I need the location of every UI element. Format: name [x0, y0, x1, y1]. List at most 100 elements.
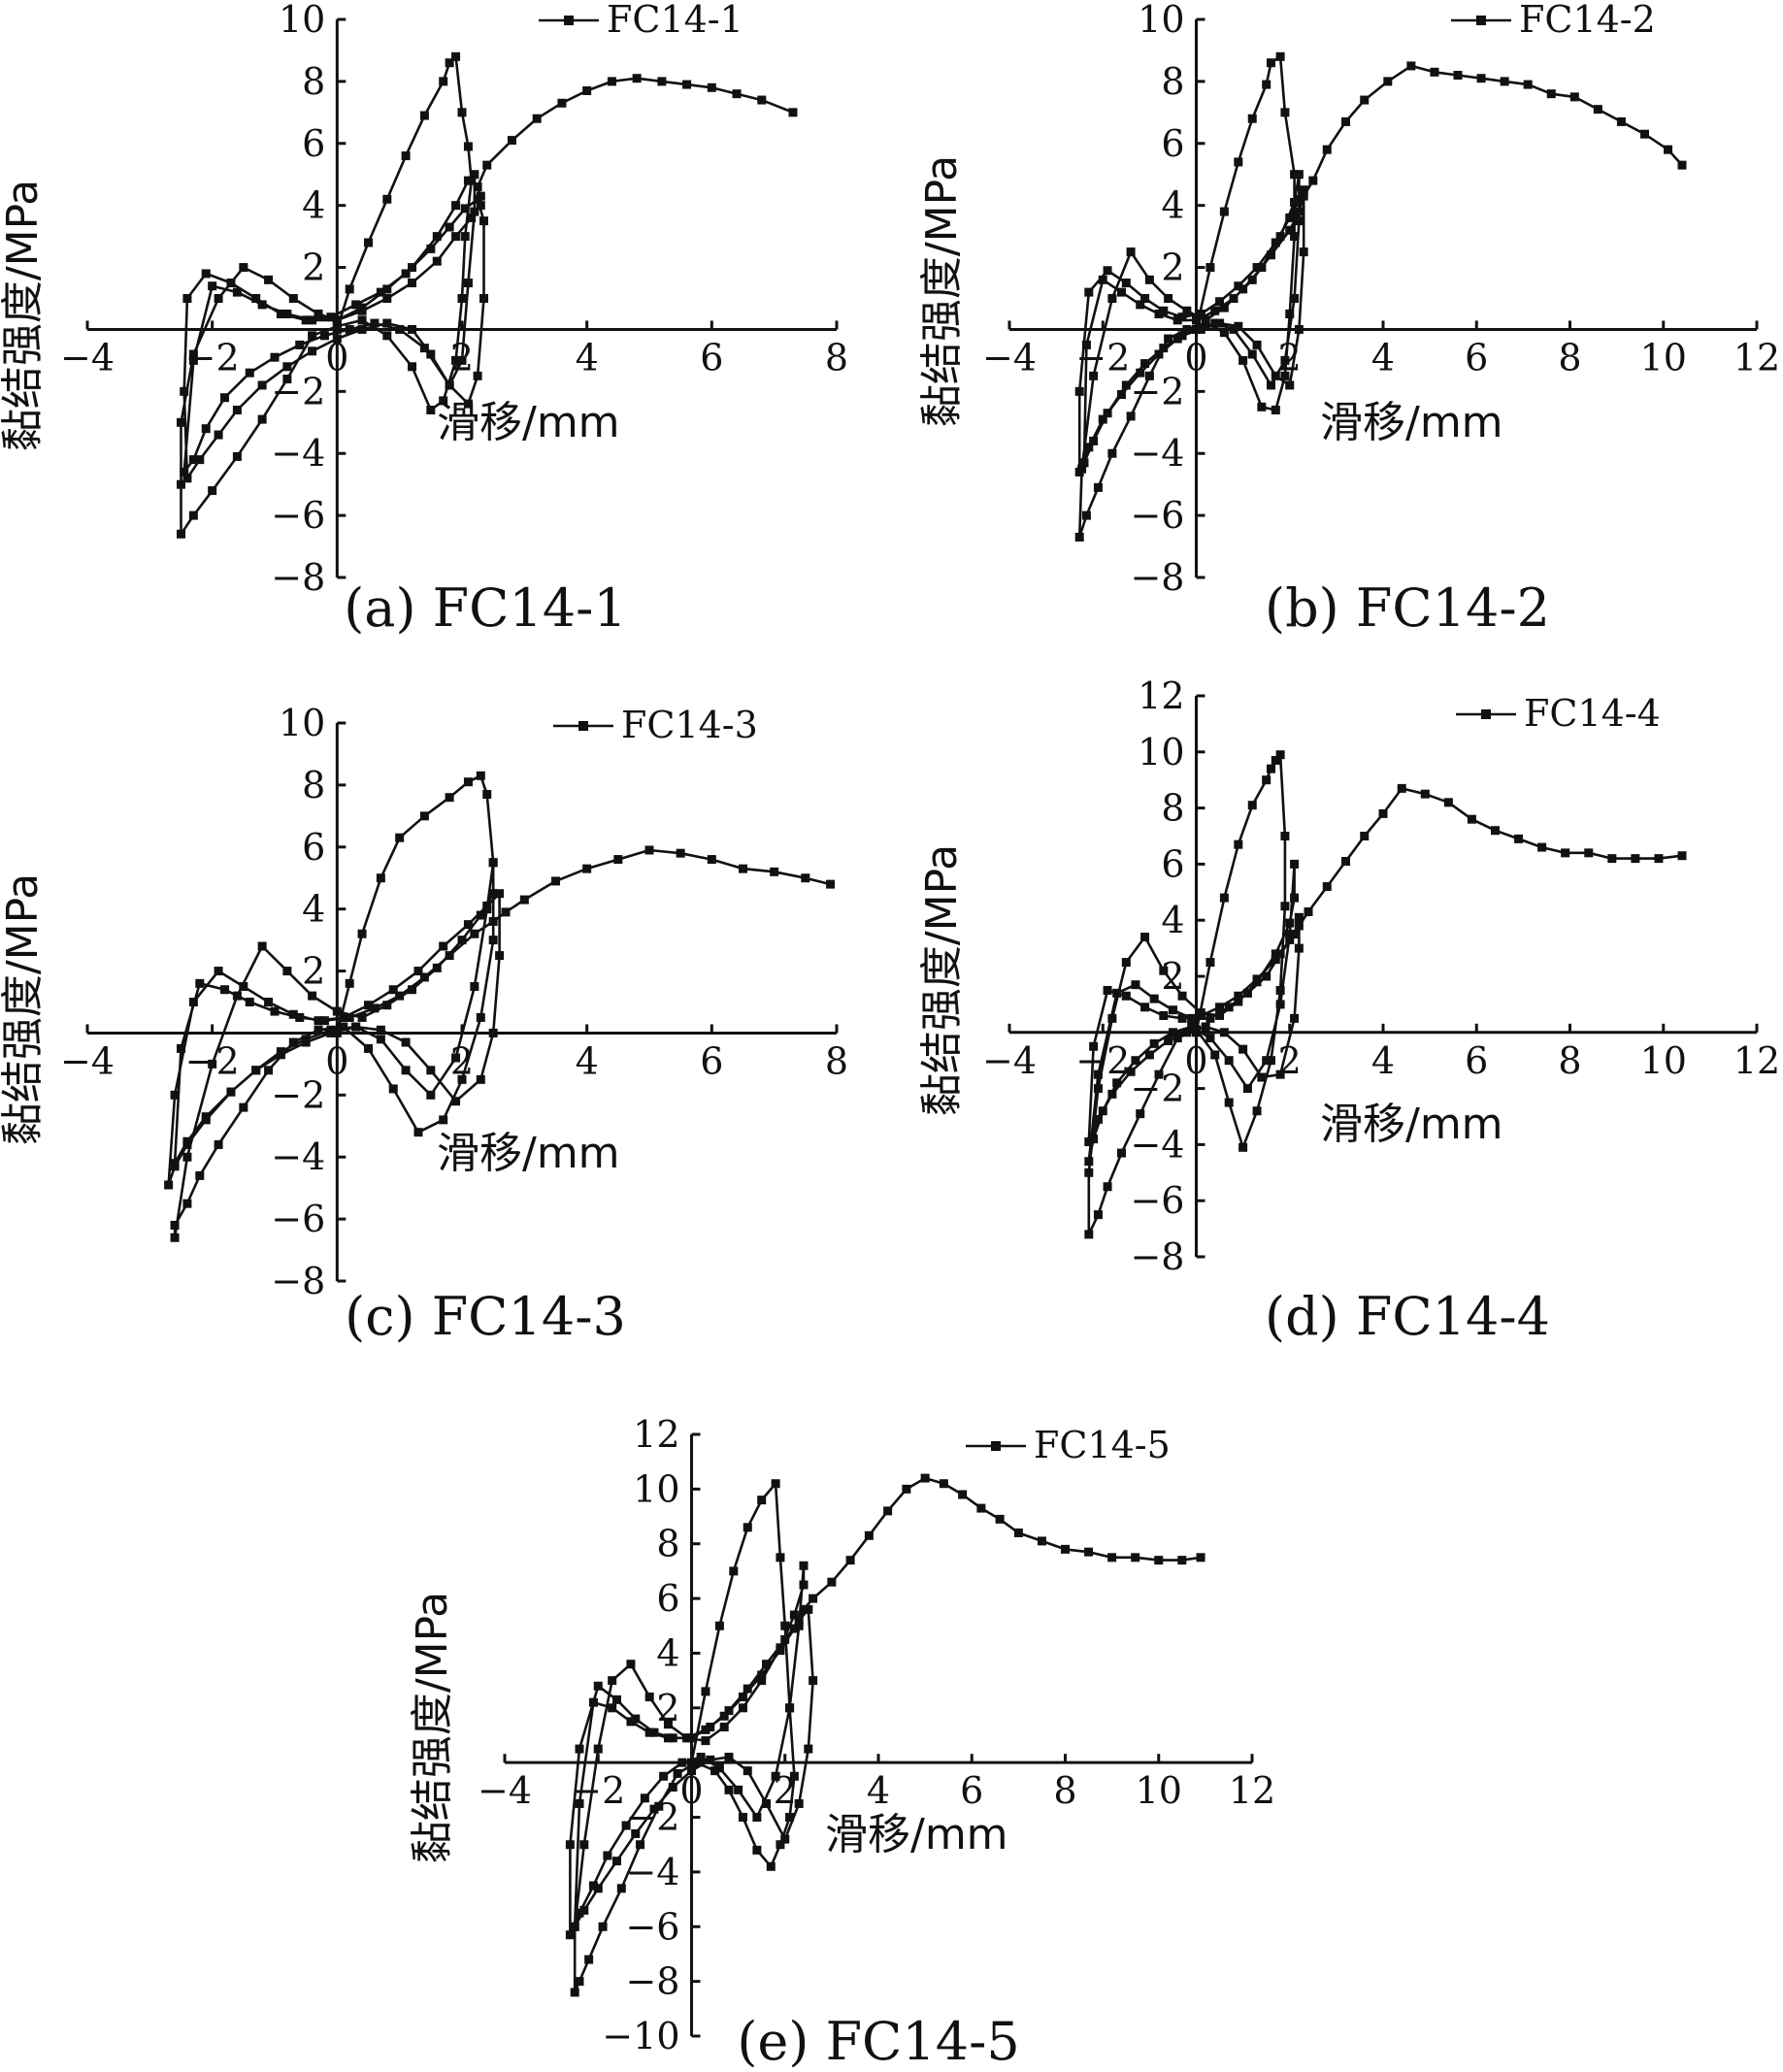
data-point	[1089, 371, 1099, 380]
data-point	[776, 1840, 785, 1850]
data-point	[488, 936, 498, 945]
data-point	[408, 279, 417, 288]
data-point	[1607, 854, 1617, 864]
data-point	[451, 51, 461, 61]
x-tick-label: 12	[1229, 1769, 1275, 1812]
data-point	[445, 793, 454, 803]
data-point	[519, 895, 529, 904]
data-point	[1074, 532, 1084, 542]
data-point	[463, 777, 473, 787]
y-tick-label: 4	[1161, 184, 1184, 227]
data-point	[1252, 340, 1262, 349]
y-tick-label: −4	[1130, 432, 1184, 475]
data-point	[1275, 750, 1285, 760]
data-point	[1290, 232, 1300, 242]
data-point	[357, 929, 367, 938]
data-point	[1084, 443, 1094, 452]
data-point	[1089, 436, 1099, 445]
panel-e: −4 −2 0 2 4 6 8 10 12−10−8−6−4−224681012黏结强度/MPa…	[408, 1413, 1275, 2072]
data-point	[326, 1028, 336, 1037]
y-tick-label: −6	[1130, 1179, 1184, 1222]
data-point	[1234, 839, 1243, 849]
data-point	[470, 982, 479, 992]
data-point	[626, 1717, 636, 1727]
data-point	[220, 985, 230, 995]
data-point	[789, 1771, 799, 1781]
data-point	[251, 294, 261, 303]
y-tick-label: 4	[656, 1631, 679, 1674]
data-point	[1262, 775, 1271, 785]
y-axis-label: 黏结强度/MPa	[917, 844, 967, 1116]
y-tick-label: −6	[1130, 494, 1184, 537]
data-point	[579, 1840, 589, 1850]
legend-label: FC14-4	[1524, 692, 1661, 735]
data-point	[579, 1905, 589, 1915]
data-point	[276, 309, 285, 318]
data-point	[301, 1037, 311, 1047]
data-point	[239, 982, 248, 992]
panel-caption: (e) FC14-5	[737, 2011, 1019, 2067]
data-point	[482, 789, 492, 799]
data-point	[584, 1955, 594, 1964]
panel-a: −4−202468−8−6−4−2246810黏结强度/MPa滑移/mmFC14…	[0, 0, 848, 639]
data-point	[201, 269, 211, 279]
data-point	[1593, 105, 1602, 115]
x-tick-label: 8	[825, 336, 848, 378]
data-point	[1224, 1056, 1234, 1066]
data-point	[451, 1053, 461, 1063]
data-point	[1234, 997, 1243, 1006]
data-point	[593, 1884, 603, 1893]
data-point	[1290, 1013, 1300, 1023]
data-point	[776, 1646, 785, 1656]
data-point	[488, 858, 498, 868]
data-point	[1500, 77, 1509, 86]
data-point	[419, 111, 429, 120]
y-axis-label: 黏结强度/MPa	[408, 1592, 457, 1863]
data-point	[388, 985, 398, 995]
data-point	[501, 907, 511, 917]
data-point	[785, 1703, 795, 1713]
data-point	[245, 998, 254, 1006]
data-point	[707, 855, 716, 865]
data-point	[232, 451, 242, 461]
panel-caption: (d) FC14-4	[1265, 1286, 1550, 1347]
data-point	[1126, 411, 1136, 421]
data-point	[762, 1660, 771, 1669]
data-point	[1201, 1022, 1210, 1032]
data-point	[714, 1763, 724, 1773]
data-point	[752, 1845, 762, 1855]
data-point	[1149, 1038, 1159, 1048]
data-point	[182, 1199, 192, 1208]
data-point	[780, 1834, 790, 1844]
data-point	[182, 474, 192, 483]
data-point	[264, 1066, 274, 1075]
data-point	[388, 1084, 398, 1094]
data-point	[1420, 789, 1430, 799]
data-point	[232, 991, 242, 1001]
y-tick-label: 6	[1161, 842, 1184, 885]
legend-marker	[991, 1441, 1001, 1451]
data-point	[432, 256, 442, 266]
data-point	[1267, 58, 1275, 68]
data-point	[691, 1758, 701, 1767]
data-point	[1205, 1034, 1215, 1043]
data-point	[612, 1857, 621, 1866]
data-point	[1192, 324, 1201, 334]
data-point	[1177, 1013, 1187, 1023]
data-point	[1267, 1056, 1275, 1066]
data-point	[195, 455, 205, 465]
data-point	[460, 232, 470, 242]
data-point	[1275, 1069, 1285, 1079]
data-point	[345, 1012, 354, 1022]
data-point	[757, 1676, 767, 1686]
y-tick-label: −2	[271, 1073, 325, 1116]
data-point	[743, 1523, 752, 1532]
data-point	[170, 1159, 180, 1168]
legend-marker	[1476, 16, 1486, 25]
data-point	[1215, 1010, 1225, 1020]
data-point	[663, 1733, 673, 1743]
data-point	[301, 315, 311, 325]
data-point	[1126, 247, 1136, 257]
data-point	[270, 1006, 280, 1016]
data-point	[1084, 1168, 1094, 1177]
